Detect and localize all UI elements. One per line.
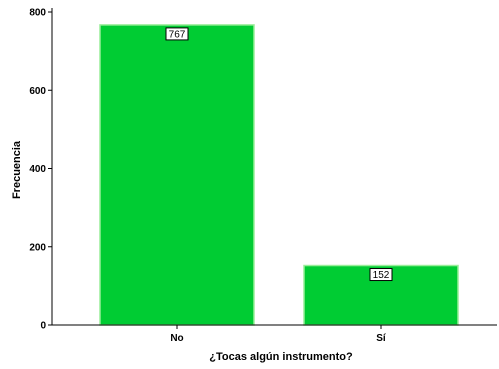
x-tick-label: Sí	[376, 333, 387, 344]
data-label: 767	[169, 29, 186, 40]
bar-no	[99, 24, 255, 326]
data-label-box	[165, 27, 189, 41]
y-tick-label: 600	[29, 86, 46, 97]
y-axis-title: Frecuencia	[11, 140, 23, 199]
y-tick-label: 200	[29, 242, 46, 253]
x-axis-title: ¿Tocas algún instrumento?	[209, 351, 353, 363]
data-label: 152	[373, 270, 390, 281]
data-label-box	[369, 268, 393, 282]
y-tick-label: 0	[40, 321, 46, 332]
y-tick-label: 800	[29, 8, 46, 19]
y-tick-label: 400	[29, 164, 46, 175]
plot-area: 0 200 400 600 800 No Sí 767 152	[29, 8, 497, 344]
x-tick-label: No	[170, 333, 183, 344]
